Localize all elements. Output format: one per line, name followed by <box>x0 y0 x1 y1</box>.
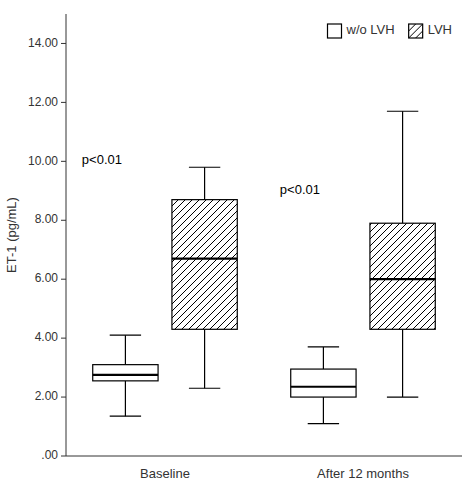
whisker-cap-min <box>308 423 339 424</box>
annotation: p<0.01 <box>280 182 320 197</box>
y-tick-label: 4.00 <box>35 330 59 344</box>
median <box>172 257 237 259</box>
median <box>291 386 356 388</box>
y-tick-label: 8.00 <box>35 212 59 226</box>
legend: w/o LVH LVH <box>328 22 453 38</box>
y-tick-label: 6.00 <box>35 271 59 285</box>
box <box>291 369 356 397</box>
legend-label: LVH <box>428 22 452 37</box>
whisker-cap-max <box>189 167 220 168</box>
y-tick-label: 10.00 <box>28 154 58 168</box>
median <box>370 278 435 280</box>
legend-label: w/o LVH <box>346 22 395 37</box>
whisker-cap-max <box>387 111 418 112</box>
x-tick-label: After 12 months <box>317 466 409 481</box>
annotation: p<0.01 <box>82 152 122 167</box>
box <box>370 223 435 329</box>
y-tick <box>61 279 66 280</box>
upper-whisker <box>323 347 324 369</box>
upper-whisker <box>204 167 205 199</box>
y-tick-label: 12.00 <box>28 95 58 109</box>
whisker-cap-min <box>189 388 220 389</box>
lower-whisker <box>323 397 324 424</box>
y-tick <box>61 220 66 221</box>
y-tick <box>61 338 66 339</box>
whisker-cap-min <box>387 396 418 397</box>
y-tick-label: .00 <box>41 448 58 462</box>
y-tick <box>61 161 66 162</box>
lower-whisker <box>204 329 205 388</box>
y-tick <box>61 456 66 457</box>
legend-swatch <box>409 24 423 38</box>
whisker-cap-min <box>110 416 141 417</box>
y-axis-line <box>66 14 67 456</box>
median <box>93 374 158 376</box>
whisker-cap-max <box>110 335 141 336</box>
y-tick <box>61 102 66 103</box>
y-tick <box>61 43 66 44</box>
x-axis-line <box>66 456 462 457</box>
whisker-cap-max <box>308 346 339 347</box>
plot-area <box>93 111 436 423</box>
y-tick <box>61 397 66 398</box>
box <box>93 365 158 381</box>
legend-item: w/o LVH <box>328 22 395 38</box>
legend-swatch <box>328 24 342 38</box>
y-axis-label: ET-1 (pg/mL) <box>4 197 19 273</box>
chart: .00 2.00 4.00 6.00 8.00 10.00 12.00 14.00 Baseli… <box>0 0 476 500</box>
x-tick-label: Baseline <box>140 466 190 481</box>
lower-whisker <box>125 381 126 416</box>
y-tick-label: 14.00 <box>28 36 58 50</box>
legend-item: LVH <box>409 22 452 38</box>
box <box>172 200 237 330</box>
upper-whisker <box>402 111 403 223</box>
lower-whisker <box>402 329 403 397</box>
y-tick-label: 2.00 <box>35 389 59 403</box>
upper-whisker <box>125 335 126 364</box>
